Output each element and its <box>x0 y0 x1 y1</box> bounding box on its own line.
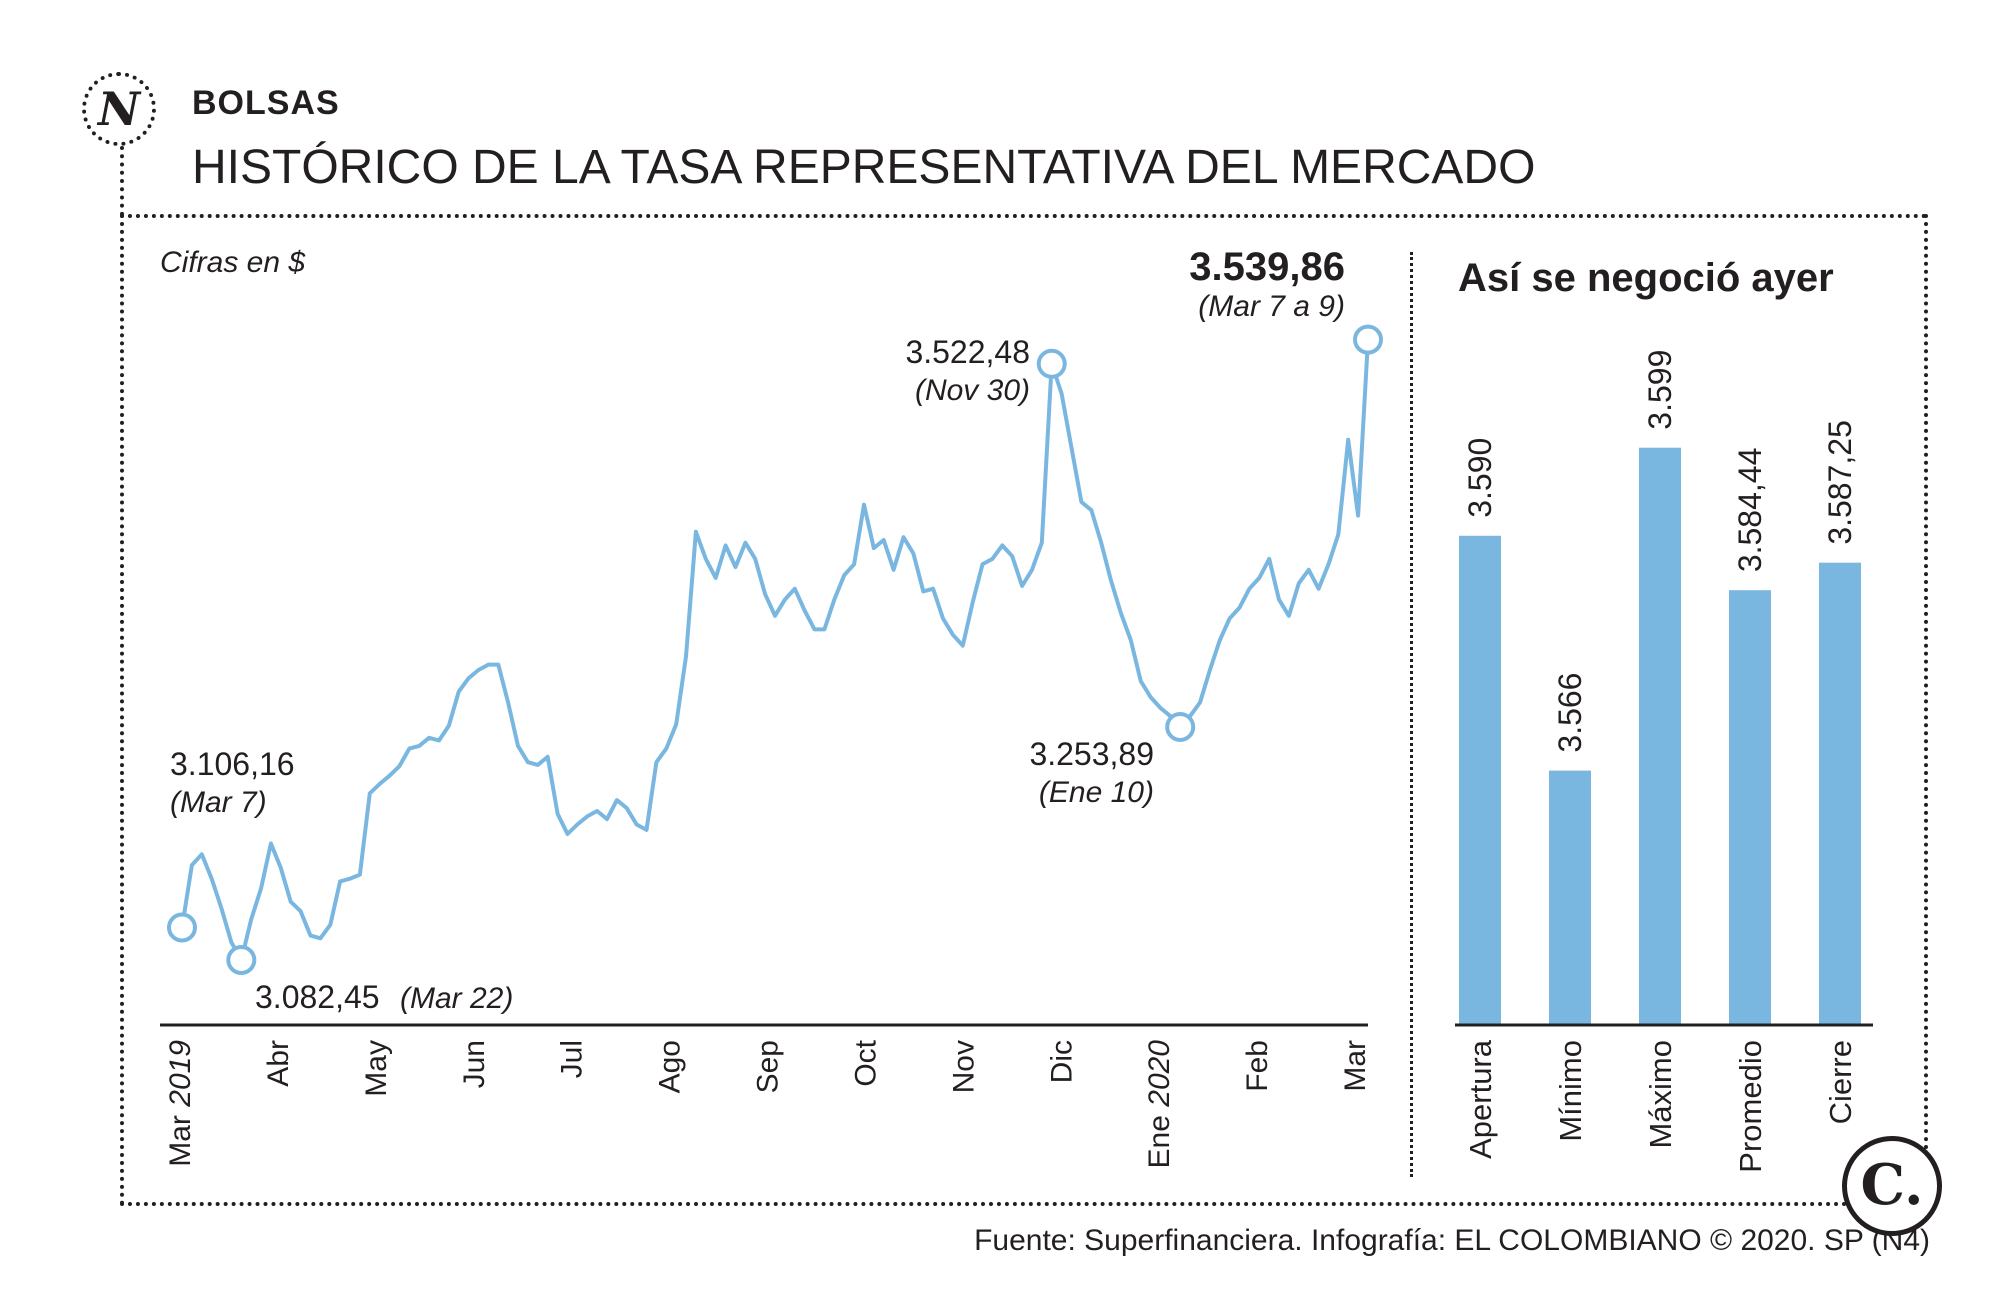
x-tick-month: Ene <box>1143 1115 1176 1168</box>
section-label: BOLSAS <box>192 84 340 122</box>
x-tick-month: Oct <box>849 1039 882 1086</box>
extreme-point-marker <box>1165 711 1196 742</box>
x-tick-month: Ago <box>654 1040 687 1093</box>
bar-value-label: 3.590 <box>1462 438 1498 518</box>
x-tick-month: Jun <box>458 1040 491 1088</box>
bar-value-label: 3.599 <box>1642 350 1678 430</box>
logo-lead-line <box>120 146 124 216</box>
annotation-date: (Mar 7) <box>170 786 267 819</box>
bar-mínimo <box>1549 770 1591 1025</box>
x-tick-year: 2019 <box>164 1040 197 1115</box>
x-tick-label: Abr <box>262 1040 295 1087</box>
extreme-point-marker <box>1036 348 1067 379</box>
bar-value-label: 3.584,44 <box>1732 448 1768 573</box>
annotation-value: 3.522,48 <box>905 334 1030 370</box>
x-tick-month: Sep <box>752 1040 785 1093</box>
x-tick-label: Nov <box>947 1040 980 1093</box>
x-tick-month: Jul <box>556 1040 589 1078</box>
x-tick-label: Ene 2020 <box>1143 1040 1176 1169</box>
bar-máximo <box>1639 447 1681 1026</box>
annotation-value: 3.539,86 <box>1189 245 1345 289</box>
bar-category-label: Apertura <box>1463 1039 1498 1159</box>
x-tick-month: Mar <box>1339 1040 1372 1092</box>
x-tick-label: Feb <box>1241 1040 1274 1092</box>
x-tick-label: Sep <box>752 1040 785 1093</box>
bar-category-label: Máximo <box>1643 1040 1678 1149</box>
bar-value-label: 3.566 <box>1552 673 1588 753</box>
chart-frame <box>120 214 1928 1206</box>
logo-letter: N <box>97 82 141 136</box>
bar-promedio <box>1729 590 1771 1025</box>
series-line <box>180 339 1370 962</box>
x-tick-label: Jul <box>556 1040 589 1078</box>
x-tick-label: Oct <box>849 1039 882 1086</box>
units-note: Cifras en $ <box>160 246 306 279</box>
x-tick-label: May <box>360 1040 393 1097</box>
bar-apertura <box>1459 535 1501 1025</box>
annotation-value: 3.082,45 <box>255 979 380 1015</box>
newspaper-logo: N <box>82 72 156 146</box>
x-tick-label: Mar <box>1339 1040 1372 1092</box>
extreme-point-marker <box>167 912 197 943</box>
bar-chart-title: Así se negoció ayer <box>1458 256 1834 300</box>
source-credit: Fuente: Superfinanciera. Infografía: EL … <box>974 1224 1930 1257</box>
extreme-point-marker <box>226 945 257 975</box>
publisher-badge: C. <box>1842 1136 1942 1236</box>
bar-category-label: Cierre <box>1823 1040 1858 1124</box>
x-tick-label: Ago <box>654 1040 687 1093</box>
annotation-value: 3.253,89 <box>1029 736 1154 772</box>
x-tick-label: Mar 2019 <box>164 1040 197 1167</box>
x-tick-month: Feb <box>1241 1040 1274 1092</box>
x-tick-month: Mar <box>164 1115 197 1167</box>
badge-letter: C. <box>1860 1152 1924 1218</box>
bar-category-label: Mínimo <box>1553 1040 1588 1142</box>
x-tick-month: May <box>360 1040 393 1097</box>
annotation-date: (Mar 7 a 9) <box>1198 290 1345 323</box>
annotation-value: 3.106,16 <box>170 746 295 782</box>
annotation-date: (Ene 10) <box>1039 776 1154 809</box>
x-tick-month: Nov <box>947 1040 980 1093</box>
x-tick-month: Abr <box>262 1040 295 1087</box>
annotation-date: (Nov 30) <box>915 374 1030 407</box>
bar-cierre <box>1819 562 1861 1025</box>
panel-divider <box>1410 252 1413 1177</box>
annotation-date: (Mar 22) <box>400 982 513 1015</box>
x-tick-label: Jun <box>458 1040 491 1088</box>
page-title: HISTÓRICO DE LA TASA REPRESENTATIVA DEL … <box>192 141 1536 194</box>
x-tick-month: Dic <box>1045 1040 1078 1083</box>
x-tick-label: Dic <box>1045 1040 1078 1083</box>
bar-category-label: Promedio <box>1733 1040 1768 1173</box>
x-tick-year: 2020 <box>1143 1040 1176 1115</box>
bar-value-label: 3.587,25 <box>1822 420 1858 545</box>
extreme-point-marker <box>1353 324 1383 355</box>
